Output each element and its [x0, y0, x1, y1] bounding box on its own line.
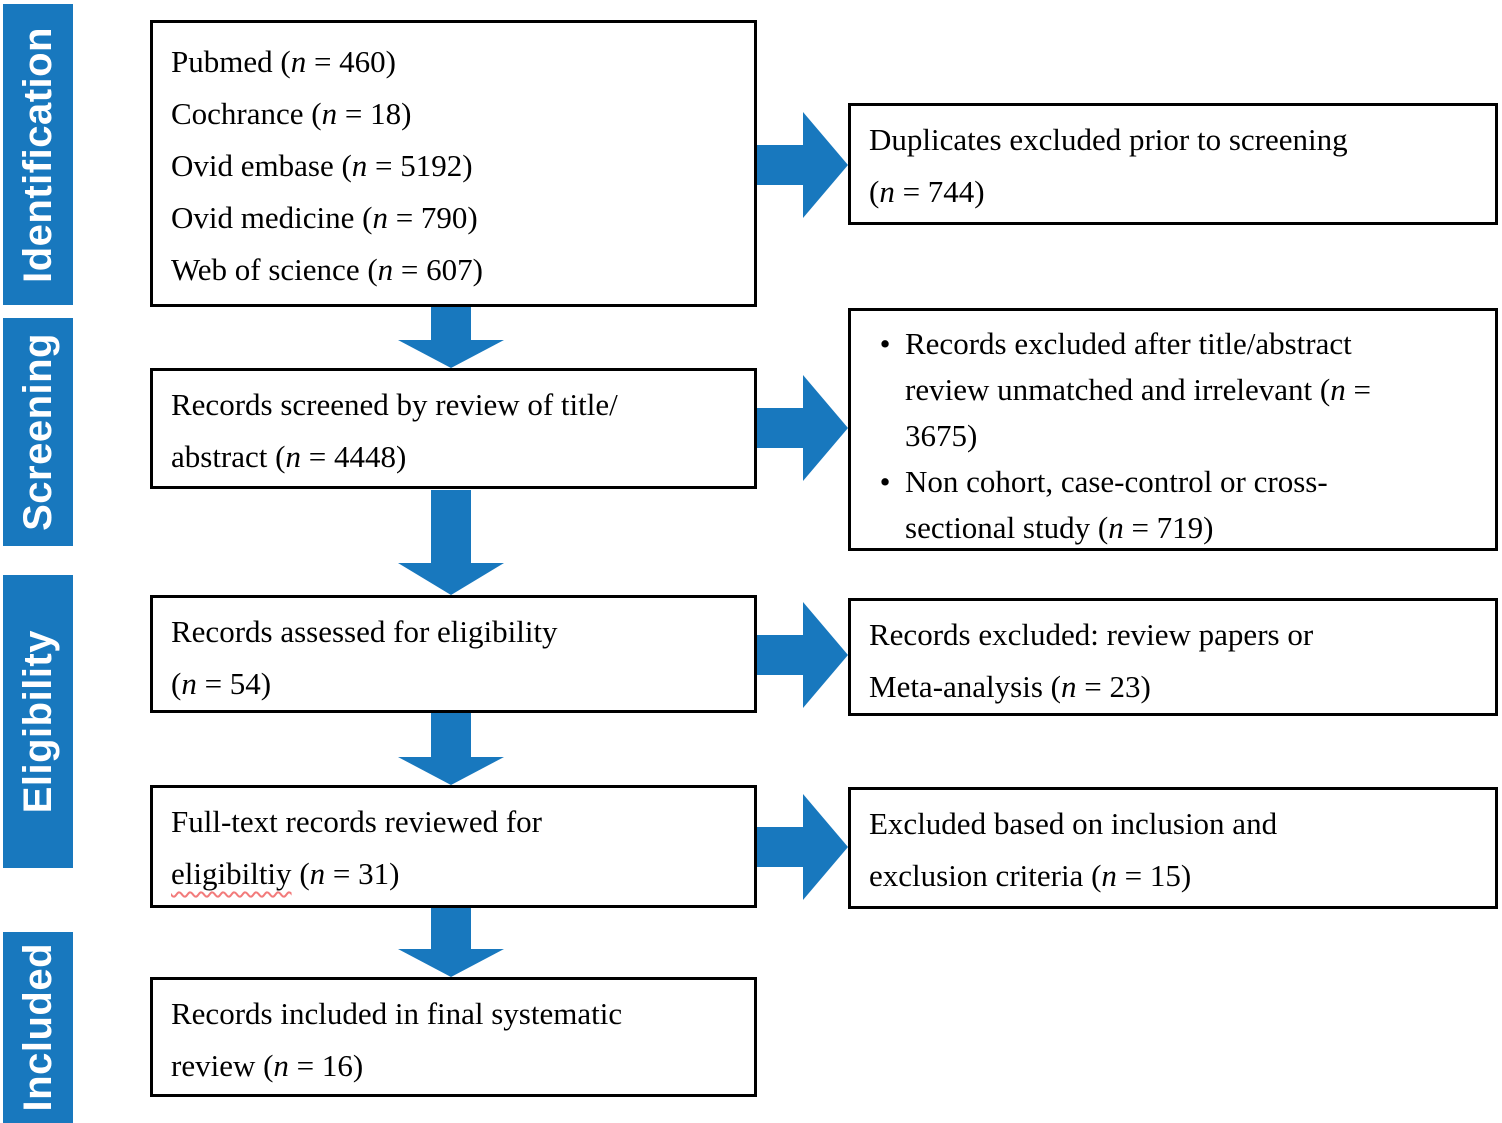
box-excluded-after-screening: • Records excluded after title/abstract re… — [848, 308, 1498, 551]
arrow-head-icon — [398, 563, 504, 595]
text-line: Records screened by review of title/ — [171, 387, 618, 422]
text-line: Meta-analysis (n = 23) — [869, 669, 1151, 704]
box-excluded-criteria: Excluded based on inclusion and exclusion… — [848, 787, 1498, 909]
stage-bar-eligibility: Eligibility — [3, 575, 73, 868]
box-final-included: Records included in final systematic revi… — [150, 977, 757, 1097]
stage-label-identification: Identification — [15, 26, 60, 283]
bullet-icon: • — [879, 464, 891, 499]
text-line: Records assessed for eligibility — [171, 614, 558, 649]
stage-label-eligibility: Eligibility — [15, 629, 60, 814]
stage-bar-included: Included — [3, 932, 73, 1123]
arrow-down-screening-to-assessed — [398, 490, 504, 595]
arrow-right-to-duplicates — [757, 112, 848, 218]
bullet-item: • Non cohort, case-control or cross-secti… — [865, 459, 1481, 551]
text-line: Ovid embase (n = 5192) — [171, 148, 473, 183]
text-line: abstract (n = 4448) — [171, 439, 407, 474]
arrow-down-assessed-to-fulltext — [398, 713, 504, 785]
stage-label-screening: Screening — [15, 333, 60, 531]
box-duplicates-excluded: Duplicates excluded prior to screening (n… — [848, 103, 1498, 225]
text-line: 3675) — [905, 418, 978, 453]
text-line: eligibiltiy (n = 31) — [171, 856, 400, 891]
arrow-right-to-excluded-screening — [757, 375, 848, 481]
text-line: Cochrance (n = 18) — [171, 96, 412, 131]
arrow-shaft — [431, 908, 471, 949]
text-line: exclusion criteria (n = 15) — [869, 858, 1192, 893]
arrow-head-icon — [398, 757, 504, 785]
text-line: sectional study (n = 719) — [905, 510, 1214, 545]
arrow-head-icon — [803, 375, 848, 481]
stage-bar-identification: Identification — [3, 4, 73, 305]
arrow-head-icon — [398, 949, 504, 977]
arrow-head-icon — [803, 602, 848, 708]
text-line: Ovid medicine (n = 790) — [171, 200, 478, 235]
arrow-right-to-excluded-review — [757, 602, 848, 708]
stage-bar-screening: Screening — [3, 318, 73, 546]
arrow-down-fulltext-to-included — [398, 908, 504, 977]
text-line: review unmatched and irrelevant (n = — [905, 372, 1371, 407]
text-line: Full-text records reviewed for — [171, 804, 543, 839]
arrow-shaft — [757, 408, 803, 448]
arrow-shaft — [757, 635, 803, 675]
arrow-shaft — [757, 827, 803, 867]
text-line: Records excluded: review papers or — [869, 617, 1314, 652]
text-line: review (n = 16) — [171, 1048, 364, 1083]
arrow-right-to-excluded-criteria — [757, 794, 848, 900]
arrow-head-icon — [803, 794, 848, 900]
text-line: Pubmed (n = 460) — [171, 44, 396, 79]
arrow-head-icon — [398, 340, 504, 368]
bullet-item: • Records excluded after title/abstract re… — [865, 321, 1481, 459]
arrow-head-icon — [803, 112, 848, 218]
text-line: (n = 744) — [869, 174, 985, 209]
arrow-down-identification-to-screening — [398, 307, 504, 368]
bullet-icon: • — [879, 326, 891, 361]
box-records-assessed: Records assessed for eligibility (n = 54) — [150, 595, 757, 713]
text-line: Records excluded after title/abstract — [905, 326, 1352, 361]
arrow-shaft — [431, 307, 471, 340]
text-line: (n = 54) — [171, 666, 272, 701]
box-excluded-review-meta: Records excluded: review papers or Meta-a… — [848, 598, 1498, 716]
arrow-shaft — [431, 490, 471, 563]
text-line: Non cohort, case-control or cross- — [905, 464, 1328, 499]
box-records-screened: Records screened by review of title/abst… — [150, 368, 757, 489]
text-line: Web of science (n = 607) — [171, 252, 483, 287]
arrow-shaft — [757, 145, 803, 185]
arrow-shaft — [431, 713, 471, 757]
box-identification-sources: Pubmed (n = 460) Cochrance (n = 18) Ovid e… — [150, 20, 757, 307]
text-line: Excluded based on inclusion and — [869, 806, 1278, 841]
stage-label-included: Included — [15, 943, 60, 1112]
box-fulltext-reviewed: Full-text records reviewed for eligibilti… — [150, 785, 757, 908]
text-line: Duplicates excluded prior to screening — [869, 122, 1348, 157]
text-line: Records included in final systematic — [171, 996, 623, 1031]
